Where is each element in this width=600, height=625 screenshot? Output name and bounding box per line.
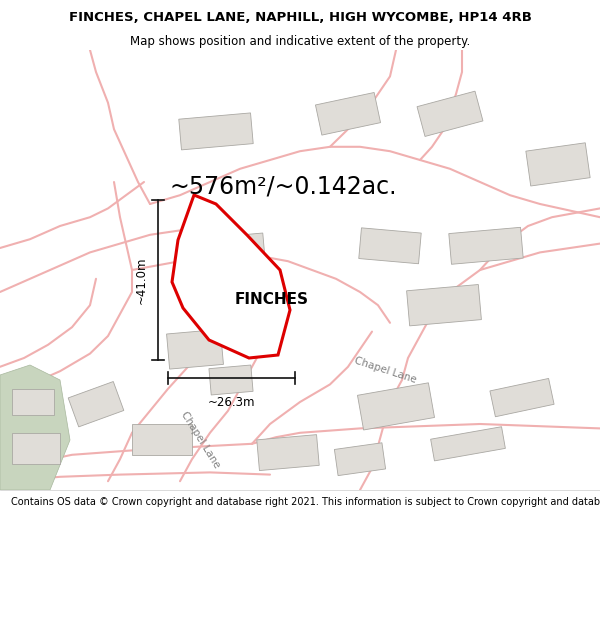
Polygon shape bbox=[209, 268, 259, 303]
Polygon shape bbox=[12, 432, 60, 464]
Polygon shape bbox=[132, 424, 192, 455]
Text: Chapel Lane: Chapel Lane bbox=[353, 355, 418, 385]
Polygon shape bbox=[449, 228, 523, 264]
Polygon shape bbox=[179, 113, 253, 150]
Polygon shape bbox=[490, 379, 554, 417]
Polygon shape bbox=[334, 442, 386, 476]
Polygon shape bbox=[221, 233, 265, 263]
Polygon shape bbox=[359, 228, 421, 264]
Polygon shape bbox=[172, 195, 290, 358]
Text: Contains OS data © Crown copyright and database right 2021. This information is : Contains OS data © Crown copyright and d… bbox=[11, 497, 600, 507]
Text: FINCHES, CHAPEL LANE, NAPHILL, HIGH WYCOMBE, HP14 4RB: FINCHES, CHAPEL LANE, NAPHILL, HIGH WYCO… bbox=[68, 11, 532, 24]
Text: Map shows position and indicative extent of the property.: Map shows position and indicative extent… bbox=[130, 35, 470, 48]
Text: ~576m²/~0.142ac.: ~576m²/~0.142ac. bbox=[170, 175, 398, 199]
Polygon shape bbox=[167, 329, 223, 369]
Polygon shape bbox=[68, 381, 124, 427]
Text: Chapel Lane: Chapel Lane bbox=[179, 410, 221, 470]
Text: ~41.0m: ~41.0m bbox=[135, 256, 148, 304]
Polygon shape bbox=[257, 434, 319, 471]
Polygon shape bbox=[12, 389, 54, 415]
Polygon shape bbox=[526, 142, 590, 186]
Polygon shape bbox=[0, 365, 70, 490]
Polygon shape bbox=[431, 427, 505, 461]
Polygon shape bbox=[417, 91, 483, 136]
Polygon shape bbox=[358, 383, 434, 430]
Polygon shape bbox=[316, 92, 380, 135]
Polygon shape bbox=[209, 365, 253, 395]
Polygon shape bbox=[407, 284, 481, 326]
Text: FINCHES: FINCHES bbox=[235, 292, 309, 308]
Text: ~26.3m: ~26.3m bbox=[208, 396, 255, 409]
